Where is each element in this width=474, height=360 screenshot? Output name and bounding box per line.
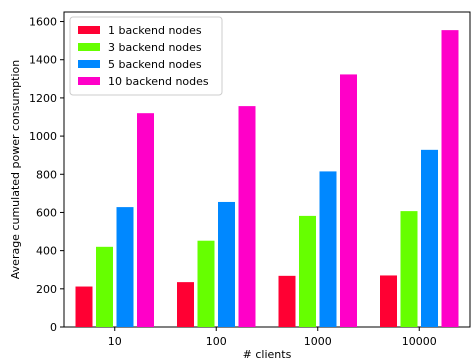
x-tick-label: 10000 <box>402 335 437 348</box>
bar-series2-cat3 <box>299 215 316 327</box>
bar-series1-cat4 <box>380 275 397 327</box>
bars-group <box>75 30 459 328</box>
y-tick-label: 200 <box>36 283 57 296</box>
bar-series3-cat1 <box>116 207 134 327</box>
legend: 1 backend nodes 3 backend nodes 5 backend … <box>69 16 223 96</box>
y-axis: 0 200 400 600 800 1000 1200 1400 1600 <box>29 16 64 334</box>
y-tick-label: 800 <box>36 168 57 181</box>
plot-border <box>63 11 471 328</box>
bar-series2-cat2 <box>197 240 215 327</box>
bar-series4-cat2 <box>238 106 256 327</box>
y-tick-label: 400 <box>36 245 57 258</box>
y-tick-label: 0 <box>50 321 57 334</box>
bar-series1-cat2 <box>177 282 194 327</box>
x-tick-label: 100 <box>206 335 227 348</box>
legend-label: 3 backend nodes <box>108 41 202 54</box>
x-axis: 10 100 1000 10000 <box>108 327 437 348</box>
legend-label: 1 backend nodes <box>108 24 202 37</box>
bar-series2-cat1 <box>96 246 113 327</box>
legend-label: 5 backend nodes <box>108 58 202 71</box>
bar-series4-cat4 <box>441 30 459 328</box>
bar-series2-cat4 <box>400 211 418 327</box>
bar-series3-cat4 <box>421 149 438 327</box>
legend-swatch <box>78 77 100 85</box>
x-tick-label: 10 <box>108 335 122 348</box>
legend-swatch <box>78 26 100 34</box>
bar-series3-cat3 <box>319 171 337 327</box>
bar-series4-cat3 <box>340 74 357 327</box>
y-tick-label: 600 <box>36 206 57 219</box>
x-axis-title: # clients <box>243 348 292 360</box>
bar-series3-cat2 <box>218 201 235 327</box>
bar-series1-cat3 <box>278 275 296 327</box>
bar-series4-cat1 <box>137 113 154 327</box>
y-tick-label: 1400 <box>29 54 57 67</box>
y-tick-label: 1200 <box>29 92 57 105</box>
y-tick-label: 1000 <box>29 130 57 143</box>
y-axis-title: Average cumulated power consumption <box>9 60 22 279</box>
legend-swatch <box>78 60 100 68</box>
bar-series1-cat1 <box>75 286 93 327</box>
legend-box <box>69 16 223 96</box>
x-tick-label: 1000 <box>304 335 332 348</box>
y-tick-label: 1600 <box>29 16 57 29</box>
legend-label: 10 backend nodes <box>108 75 209 88</box>
legend-swatch <box>78 43 100 51</box>
plot-frame <box>63 11 471 328</box>
